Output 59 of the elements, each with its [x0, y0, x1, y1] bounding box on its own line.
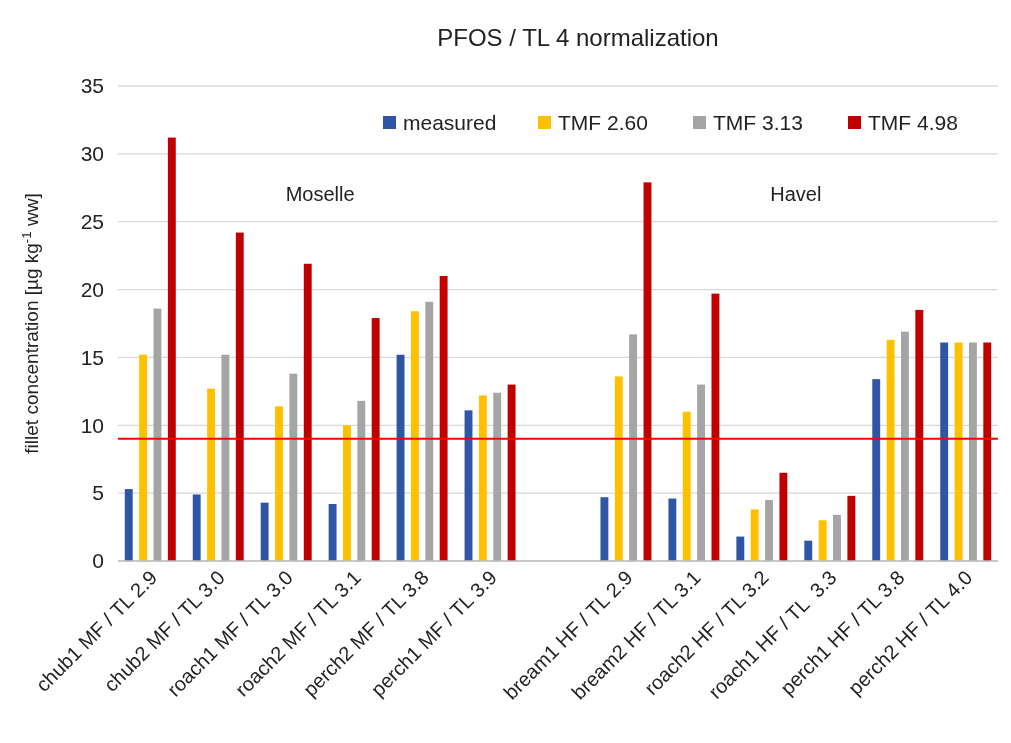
legend-label: measured: [403, 111, 497, 135]
y-tick-label: 5: [92, 481, 104, 505]
bar: [779, 472, 788, 561]
bar: [915, 309, 924, 561]
bar: [629, 334, 638, 561]
bar: [600, 497, 609, 561]
y-tick-label: 25: [80, 210, 104, 234]
bar: [439, 276, 448, 561]
y-tick-label: 10: [80, 413, 104, 437]
annotation: Havel: [770, 183, 822, 205]
bar: [833, 514, 841, 561]
bar: [192, 494, 201, 561]
bar: [940, 342, 949, 561]
bar: [668, 498, 677, 561]
bar: [682, 411, 691, 561]
y-tick-label: 35: [80, 74, 104, 98]
bar: [221, 354, 230, 561]
bar: [303, 263, 312, 561]
bar: [804, 540, 813, 561]
legend-label: TMF 3.13: [713, 111, 803, 135]
bar: [478, 395, 487, 561]
bar: [425, 301, 434, 561]
bar: [901, 331, 909, 561]
bar: [697, 384, 706, 561]
annotation: Moselle: [285, 183, 355, 205]
bar: [493, 392, 502, 561]
legend-label: TMF 4.98: [868, 111, 958, 135]
bar: [711, 293, 720, 561]
bar: [765, 499, 773, 561]
bar: [124, 489, 133, 561]
bar: [872, 379, 881, 561]
bar: [357, 400, 366, 561]
bar: [396, 354, 405, 561]
bar: [614, 376, 623, 561]
bar: [968, 342, 977, 561]
bar: [818, 520, 827, 561]
bar: [139, 354, 148, 561]
chart-title: PFOS / TL 4 normalization: [437, 24, 719, 51]
bar: [983, 342, 992, 561]
bar: [207, 388, 215, 561]
bar: [167, 137, 176, 561]
bar: [736, 536, 745, 561]
bar: [260, 502, 269, 561]
bar: [847, 495, 856, 561]
bar: [328, 504, 337, 561]
bar: [410, 311, 419, 561]
bar: [750, 509, 759, 561]
bar: [371, 318, 380, 561]
y-tick-label: 30: [80, 142, 104, 166]
bar: [289, 373, 298, 561]
bar: [235, 232, 244, 561]
bar: [343, 425, 351, 561]
bar: [886, 339, 895, 561]
bar: [507, 384, 516, 561]
y-tick-label: 0: [92, 549, 104, 573]
bar: [275, 406, 283, 561]
y-tick-label: 20: [80, 277, 104, 301]
legend-label: TMF 2.60: [558, 111, 648, 135]
y-tick-label: 15: [80, 345, 104, 369]
